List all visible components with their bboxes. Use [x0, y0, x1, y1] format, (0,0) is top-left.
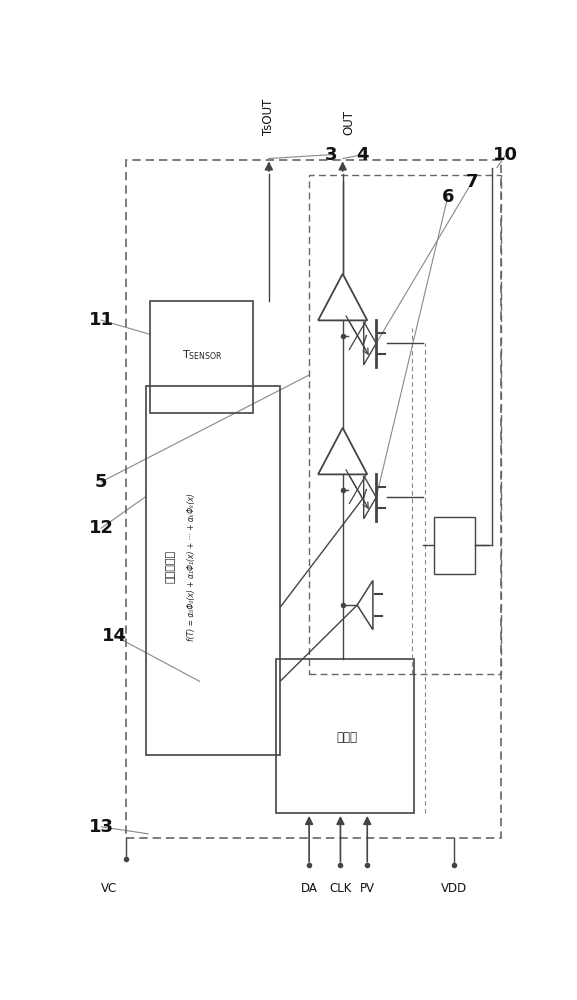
Text: VC: VC — [100, 882, 117, 895]
Bar — [126, 160, 501, 838]
Text: 7: 7 — [466, 173, 478, 191]
Text: PV: PV — [360, 882, 374, 895]
Text: 12: 12 — [89, 519, 114, 537]
Text: 数据块: 数据块 — [336, 731, 358, 744]
Bar — [276, 659, 414, 813]
Text: T$_{\mathsf{SENSOR}}$: T$_{\mathsf{SENSOR}}$ — [182, 348, 223, 362]
Text: CLK: CLK — [329, 882, 351, 895]
Text: 13: 13 — [89, 818, 114, 836]
Text: OUT: OUT — [343, 110, 356, 135]
Text: 14: 14 — [102, 627, 127, 645]
Text: 温度补偿块: 温度补偿块 — [166, 550, 175, 583]
Bar — [146, 386, 280, 755]
Bar — [434, 517, 474, 574]
Text: 4: 4 — [357, 146, 369, 164]
Text: f(T) = α₀Φ₀(x) + α₁Φ₁(x) + ··· + αₖΦₖ(x): f(T) = α₀Φ₀(x) + α₁Φ₁(x) + ··· + αₖΦₖ(x) — [188, 493, 196, 641]
Text: DA: DA — [301, 882, 317, 895]
Text: 5: 5 — [95, 473, 107, 491]
Bar — [151, 301, 253, 413]
Bar — [309, 175, 501, 674]
Text: TsOUT: TsOUT — [263, 99, 275, 135]
Text: 6: 6 — [441, 188, 454, 206]
Text: 11: 11 — [89, 311, 114, 329]
Text: 3: 3 — [325, 146, 338, 164]
Text: VDD: VDD — [441, 882, 467, 895]
Text: 10: 10 — [493, 146, 518, 164]
